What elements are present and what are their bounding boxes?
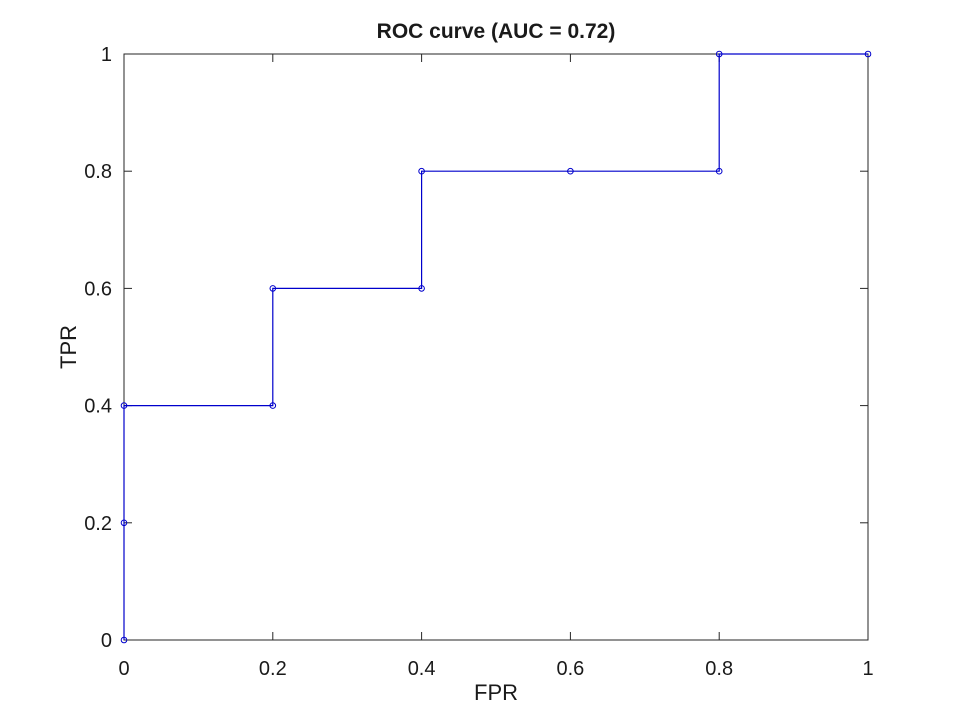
roc-point-marker [567, 167, 574, 175]
x-tick-label: 0.4 [408, 658, 436, 680]
roc-point-marker [418, 167, 425, 175]
roc-point-marker [269, 285, 277, 292]
x-tick-label: 0.6 [556, 658, 584, 680]
series-group [120, 50, 872, 644]
x-tick-label: 0.2 [259, 658, 287, 680]
roc-point-marker [864, 50, 872, 58]
chart-title: ROC curve (AUC = 0.72) [377, 20, 616, 43]
y-tick-label: 1 [101, 44, 112, 66]
plot-area [123, 53, 869, 641]
roc-point-marker [120, 519, 128, 527]
x-tick-label: 0 [118, 658, 129, 680]
y-axis-label: TPR [56, 325, 81, 369]
y-tick-label: 0 [101, 630, 112, 652]
y-tick-label: 0.2 [84, 513, 112, 535]
y-tick-label: 0.8 [84, 161, 112, 183]
roc-point-marker [715, 50, 723, 58]
roc-point-marker [120, 402, 128, 409]
x-tick-label: 1 [862, 658, 873, 680]
roc-point-marker [715, 167, 723, 175]
y-tick-label: 0.6 [84, 278, 112, 300]
axis-ticks [123, 53, 869, 641]
tick-labels: 0 0.2 0.4 0.6 0.8 1 0 0.2 0.4 0.6 0.8 1 [84, 44, 873, 680]
roc-point-marker [418, 285, 425, 292]
y-tick-label: 0.4 [84, 396, 112, 418]
roc-curve-line [123, 53, 868, 640]
roc-point-marker [120, 636, 128, 644]
roc-point-marker [269, 402, 277, 409]
x-tick-label: 0.8 [705, 658, 733, 680]
x-axis-label: FPR [474, 680, 518, 705]
